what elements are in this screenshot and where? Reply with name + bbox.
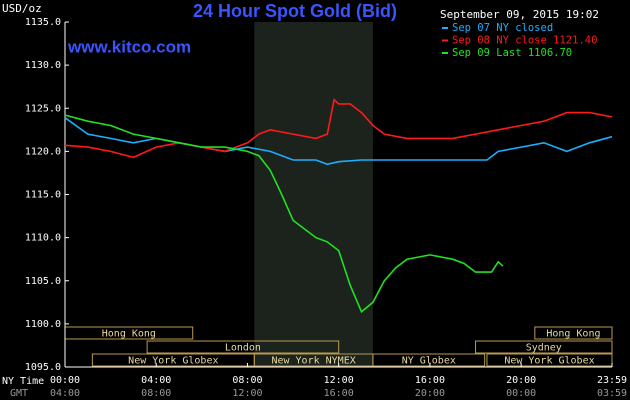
session-label: New York NYMEX bbox=[271, 356, 355, 367]
gmt-label: GMT bbox=[10, 388, 28, 399]
x-tick-label: 00:00 bbox=[50, 375, 80, 386]
gmt-tick-label: 03:59 bbox=[597, 388, 627, 399]
session-label: NY Globex bbox=[402, 356, 456, 367]
y-tick-label: 1115.0 bbox=[25, 190, 61, 201]
x-tick-label: 04:00 bbox=[141, 375, 171, 386]
session-label: Sydney bbox=[526, 343, 562, 354]
timestamp: September 09, 2015 19:02 bbox=[440, 8, 599, 21]
legend-label: Sep 08 NY close 1121.40 bbox=[452, 35, 597, 47]
y-tick-label: 1100.0 bbox=[25, 319, 61, 330]
gmt-tick-label: 04:00 bbox=[50, 388, 80, 399]
chart-title: 24 Hour Spot Gold (Bid) bbox=[193, 1, 397, 21]
gmt-tick-label: 12:00 bbox=[232, 388, 262, 399]
session-label: New York Globex bbox=[504, 356, 594, 367]
y-tick-label: 1135.0 bbox=[25, 17, 61, 28]
series-line bbox=[64, 114, 504, 314]
y-tick-label: 1125.0 bbox=[25, 103, 61, 114]
ny-time-label: NY Time bbox=[2, 376, 44, 387]
gmt-tick-label: 08:00 bbox=[141, 388, 171, 399]
y-tick-label: 1120.0 bbox=[25, 146, 61, 157]
website: www.kitco.com bbox=[67, 37, 191, 56]
y-tick-label: 1110.0 bbox=[25, 233, 61, 244]
session-box bbox=[475, 340, 613, 354]
legend-label: Sep 09 Last 1106.70 bbox=[452, 47, 572, 59]
y-axis-label: USD/oz bbox=[2, 2, 42, 15]
session-box bbox=[534, 326, 613, 340]
y-tick-label: 1105.0 bbox=[25, 276, 61, 287]
y-tick-label: 1130.0 bbox=[25, 60, 61, 71]
gmt-tick-label: 20:00 bbox=[415, 388, 445, 399]
y-tick-label: 1095.0 bbox=[25, 362, 61, 373]
shaded-range bbox=[254, 22, 373, 367]
session-box bbox=[372, 353, 486, 367]
session-box bbox=[486, 353, 613, 367]
legend-label: Sep 07 NY closed bbox=[452, 22, 553, 34]
gmt-tick-label: 00:00 bbox=[506, 388, 536, 399]
session-label: Hong Kong bbox=[546, 329, 600, 340]
x-tick-label: 16:00 bbox=[415, 375, 445, 386]
x-tick-label: 08:00 bbox=[232, 375, 262, 386]
x-tick-label: 12:00 bbox=[324, 375, 354, 386]
session-label: London bbox=[225, 343, 261, 354]
session-label: New York Globex bbox=[128, 356, 218, 367]
gmt-tick-label: 16:00 bbox=[324, 388, 354, 399]
session-label: Hong Kong bbox=[102, 329, 156, 340]
x-tick-label: 20:00 bbox=[506, 375, 536, 386]
session-box bbox=[146, 340, 340, 354]
series-line bbox=[64, 98, 613, 159]
x-tick-label: 23:59 bbox=[597, 375, 627, 386]
